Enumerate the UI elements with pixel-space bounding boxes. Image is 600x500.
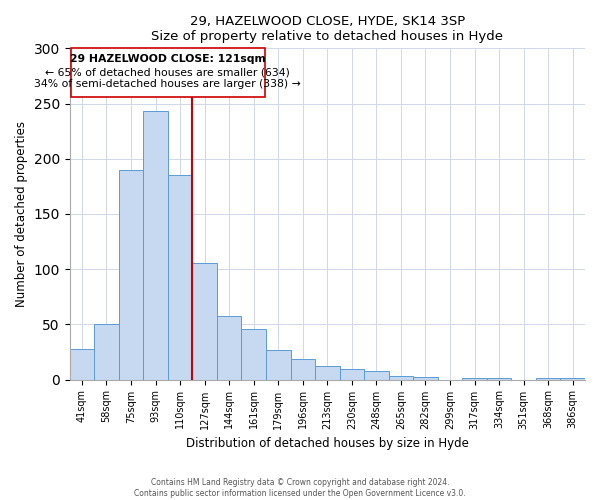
Bar [217,316,241,380]
Bar [536,378,560,380]
Bar [193,262,217,380]
Bar [340,368,364,380]
Text: 29 HAZELWOOD CLOSE: 121sqm: 29 HAZELWOOD CLOSE: 121sqm [70,54,266,64]
Bar [462,378,487,380]
Bar [487,378,511,380]
Bar [560,378,585,380]
Bar [94,324,119,380]
Bar [241,329,266,380]
Bar [168,176,193,380]
Title: 29, HAZELWOOD CLOSE, HYDE, SK14 3SP
Size of property relative to detached houses: 29, HAZELWOOD CLOSE, HYDE, SK14 3SP Size… [151,15,503,43]
FancyBboxPatch shape [71,48,265,97]
Bar [70,348,94,380]
Bar [143,112,168,380]
Text: Contains HM Land Registry data © Crown copyright and database right 2024.
Contai: Contains HM Land Registry data © Crown c… [134,478,466,498]
Bar [364,370,389,380]
Bar [315,366,340,380]
Text: 34% of semi-detached houses are larger (338) →: 34% of semi-detached houses are larger (… [34,79,301,89]
Bar [389,376,413,380]
X-axis label: Distribution of detached houses by size in Hyde: Distribution of detached houses by size … [186,437,469,450]
Bar [290,358,315,380]
Bar [413,378,438,380]
Bar [119,170,143,380]
Text: ← 65% of detached houses are smaller (634): ← 65% of detached houses are smaller (63… [46,67,290,77]
Y-axis label: Number of detached properties: Number of detached properties [15,121,28,307]
Bar [266,350,290,380]
